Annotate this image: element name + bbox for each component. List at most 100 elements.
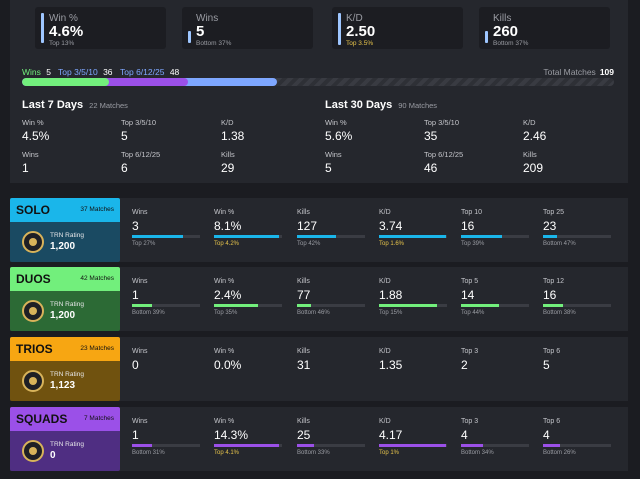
stat-value: 1 (22, 161, 29, 175)
mode-stat-rank: Top 42% (297, 241, 321, 247)
mode-stat-bar (132, 235, 200, 238)
mode-name: SQUADS (16, 412, 68, 426)
progress-segment-wins (22, 78, 109, 86)
stat-value: 6 (121, 161, 128, 175)
stat-label: Wins (325, 150, 342, 159)
mode-stat-bar-fill (214, 235, 279, 238)
last7-stat: K/D 1.38 (221, 118, 244, 143)
legend-wins-label: Wins (22, 67, 41, 77)
stat-label: Top 3/5/10 (121, 118, 157, 127)
mode-stat-bar (297, 304, 365, 307)
mode-band: SQUADS 7 Matches (10, 407, 120, 431)
mode-header[interactable]: DUOS 42 Matches TRN Rating 1,200 (10, 267, 120, 331)
mode-stat: Top 6 4 Bottom 26% (543, 418, 613, 456)
stat-card-bar (41, 13, 44, 43)
mode-stat-label: Win % (214, 348, 235, 355)
stat-card-win-pct: Win % 4.6% Top 13% (35, 7, 166, 49)
mode-matches: 7 Matches (84, 415, 114, 422)
mode-stat-value: 3 (132, 219, 139, 233)
mode-stat-label: Wins (132, 348, 148, 355)
mode-stat-value: 77 (297, 288, 311, 302)
stat-value: 1.38 (221, 129, 245, 143)
mode-header[interactable]: SQUADS 7 Matches TRN Rating 0 (10, 407, 120, 471)
mode-stat-value: 4.17 (379, 428, 403, 442)
mode-stat: Win % 0.0% (214, 348, 284, 372)
last30-stat: Kills 209 (523, 150, 543, 175)
mode-row-trios[interactable]: TRIOS 23 Matches TRN Rating 1,123 Wins 0 Win %… (10, 337, 628, 401)
total-matches: Total Matches 109 (543, 67, 614, 77)
mode-row-solo[interactable]: SOLO 37 Matches TRN Rating 1,200 Wins 3 Top 27… (10, 198, 628, 262)
stat-card-rank: Bottom 37% (196, 40, 232, 47)
stat-card-label: Wins (196, 13, 219, 24)
trn-rating-label: TRN Rating (50, 232, 84, 239)
stat-card-value: 4.6% (49, 23, 84, 40)
mode-stat-value: 14 (461, 288, 475, 302)
mode-stat-bar (214, 235, 282, 238)
mode-matches: 37 Matches (80, 206, 114, 213)
mode-stat-bar-fill (214, 444, 280, 447)
mode-name: TRIOS (16, 342, 53, 356)
mode-stat-label: Top 6 (543, 348, 561, 355)
mode-stat: Win % 2.4% Top 35% (214, 278, 284, 316)
total-matches-label: Total Matches (543, 67, 596, 77)
stat-label: Top 3/5/10 (424, 118, 460, 127)
mode-stat-label: Win % (214, 418, 235, 425)
trn-rating-label: TRN Rating (50, 371, 84, 378)
legend-wins-value: 5 (46, 67, 51, 77)
mode-stat-bar (543, 304, 611, 307)
mode-stat-value: 0 (132, 358, 139, 372)
mode-stat-bar-fill (543, 304, 564, 307)
last7-stat: Win % 4.5% (22, 118, 49, 143)
last7-title-text: Last 7 Days (22, 99, 84, 111)
stat-card-kd: K/D 2.50 Top 3.5% (332, 7, 463, 49)
last7-title: Last 7 Days 22 Matches (22, 99, 128, 111)
mode-stat-rank: Top 27% (132, 241, 156, 247)
mode-stat: Wins 3 Top 27% (132, 209, 202, 247)
legend-wins: Wins 5 (22, 67, 51, 77)
stat-label: Top 6/12/25 (424, 150, 464, 159)
mode-stat-rank: Top 1.6% (379, 241, 405, 247)
mode-stat-bar (214, 444, 282, 447)
last30-stat: Win % 5.6% (325, 118, 352, 143)
mode-header[interactable]: SOLO 37 Matches TRN Rating 1,200 (10, 198, 120, 262)
total-matches-value: 109 (599, 67, 614, 77)
stat-label: Win % (22, 118, 44, 127)
trn-rating-icon (22, 370, 44, 392)
stat-value: 4.5% (22, 129, 50, 143)
mode-header[interactable]: TRIOS 23 Matches TRN Rating 1,123 (10, 337, 120, 401)
mode-stat-value: 0.0% (214, 358, 242, 372)
mode-stat-rank: Bottom 38% (543, 310, 576, 316)
last7-stat: Top 6/12/25 6 (121, 150, 160, 175)
stat-label: Win % (325, 118, 347, 127)
mode-stat-bar-fill (379, 304, 437, 307)
mode-stat: Top 12 16 Bottom 38% (543, 278, 613, 316)
last7-stat: Top 3/5/10 5 (121, 118, 156, 143)
mode-stat-bar (132, 304, 200, 307)
stat-card-label: K/D (346, 13, 363, 24)
mode-stat-bar (297, 235, 365, 238)
mode-row-duos[interactable]: DUOS 42 Matches TRN Rating 1,200 Wins 1 Bottom… (10, 267, 628, 331)
mode-stat-value: 16 (543, 288, 557, 302)
stat-value: 29 (221, 161, 235, 175)
mode-stat-bar-fill (461, 304, 500, 307)
mode-stat-label: Top 6 (543, 418, 561, 425)
mode-stat: Kills 25 Bottom 33% (297, 418, 367, 456)
mode-stat-rank: Top 4.2% (214, 241, 240, 247)
mode-stat-bar-fill (297, 304, 311, 307)
mode-stat-label: Top 5 (461, 278, 479, 285)
mode-stat-value: 4 (543, 428, 550, 442)
mode-stat-value: 2.4% (214, 288, 242, 302)
mode-stat: K/D 4.17 Top 1% (379, 418, 449, 456)
mode-stat-value: 2 (461, 358, 468, 372)
stat-card-value: 5 (196, 23, 205, 40)
matches-progress-bar (22, 78, 614, 86)
stat-card-value: 260 (493, 23, 519, 40)
mode-stat-bar (543, 235, 611, 238)
stat-card-wins: Wins 5 Bottom 37% (182, 7, 313, 49)
mode-row-squads[interactable]: SQUADS 7 Matches TRN Rating 0 Wins 1 Bottom 31… (10, 407, 628, 471)
mode-stat: K/D 1.88 Top 15% (379, 278, 449, 316)
mode-stat-rank: Bottom 34% (461, 450, 494, 456)
mode-stat-label: Top 3 (461, 418, 479, 425)
mode-stat-value: 25 (297, 428, 311, 442)
mode-stat-bar-fill (297, 235, 337, 238)
